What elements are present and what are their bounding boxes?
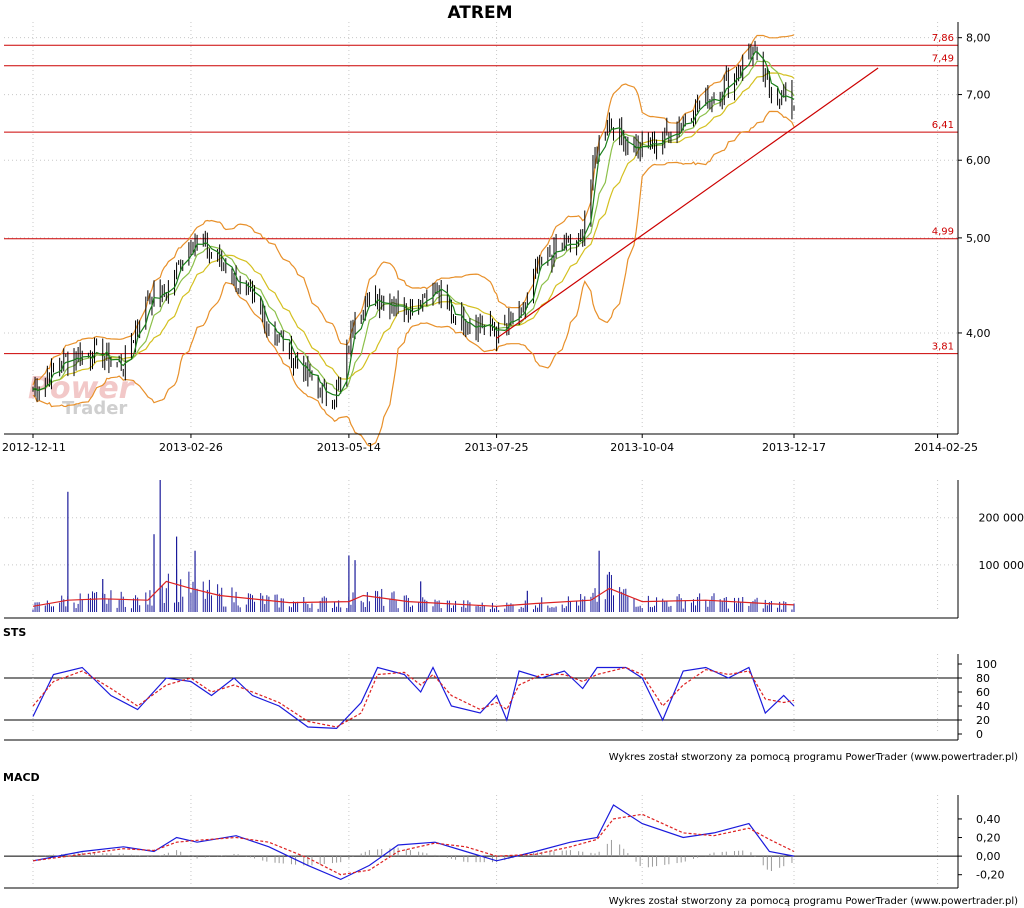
bollinger-lower xyxy=(32,110,795,447)
volume-average-line xyxy=(32,580,795,607)
sts-ytick-label-1: 20 xyxy=(976,714,990,727)
sma-short-line xyxy=(32,51,795,397)
xtick-label-5: 2013-12-17 xyxy=(762,441,826,454)
price-ytick-label-2: 6,00 xyxy=(966,154,991,167)
price-ytick-label-4: 8,00 xyxy=(966,32,991,45)
volume-ytick-label-1: 200 000 xyxy=(979,512,1024,525)
price-plot-area xyxy=(4,22,958,428)
xtick-label-1: 2013-02-26 xyxy=(159,441,223,454)
trend-line xyxy=(496,67,879,339)
macd-credit: Wykres został stworzony za pomocą progra… xyxy=(609,896,1018,907)
level-label-1: 7,49 xyxy=(932,54,954,65)
volume-ytick-label-0: 100 000 xyxy=(979,559,1024,572)
macd-ytick-label-3: 0,40 xyxy=(976,813,1001,826)
macd-ytick-label-2: 0,20 xyxy=(976,832,1001,845)
xtick-label-2: 2013-05-14 xyxy=(317,441,381,454)
level-label-0: 7,86 xyxy=(932,33,954,44)
level-label-2: 6,41 xyxy=(932,120,954,131)
watermark-trader: Trader xyxy=(62,398,127,419)
sts-ytick-label-2: 40 xyxy=(976,700,990,713)
sts-ytick-label-0: 0 xyxy=(976,728,983,741)
level-label-3: 4,99 xyxy=(932,227,954,238)
price-ytick-label-0: 4,00 xyxy=(966,327,991,340)
sts-credit: Wykres został stworzony za pomocą progra… xyxy=(609,752,1018,763)
macd-ytick-label-0: -0,20 xyxy=(976,869,1004,882)
sts-ytick-label-3: 60 xyxy=(976,686,990,699)
macd-series-0 xyxy=(32,804,795,881)
sts-series-1 xyxy=(32,666,795,728)
chart-title: ATREM xyxy=(447,3,512,23)
macd-ytick-label-1: 0,00 xyxy=(976,850,1001,863)
xtick-label-0: 2012-12-11 xyxy=(2,441,66,454)
xtick-label-3: 2013-07-25 xyxy=(465,441,529,454)
macd-panel-title: MACD xyxy=(3,771,40,784)
level-label-4: 3,81 xyxy=(932,342,954,353)
sts-ytick-label-4: 80 xyxy=(976,672,990,685)
price-ytick-label-1: 5,00 xyxy=(966,232,991,245)
sma-mid-line xyxy=(32,60,795,393)
sts-ytick-label-5: 100 xyxy=(976,658,997,671)
sts-panel-title: STS xyxy=(3,626,26,639)
price-ytick-label-3: 7,00 xyxy=(966,89,991,102)
macd-series-1 xyxy=(32,813,795,876)
sts-series-0 xyxy=(32,666,795,730)
xtick-label-6: 2014-02-25 xyxy=(914,441,978,454)
xtick-label-4: 2013-10-04 xyxy=(610,441,674,454)
